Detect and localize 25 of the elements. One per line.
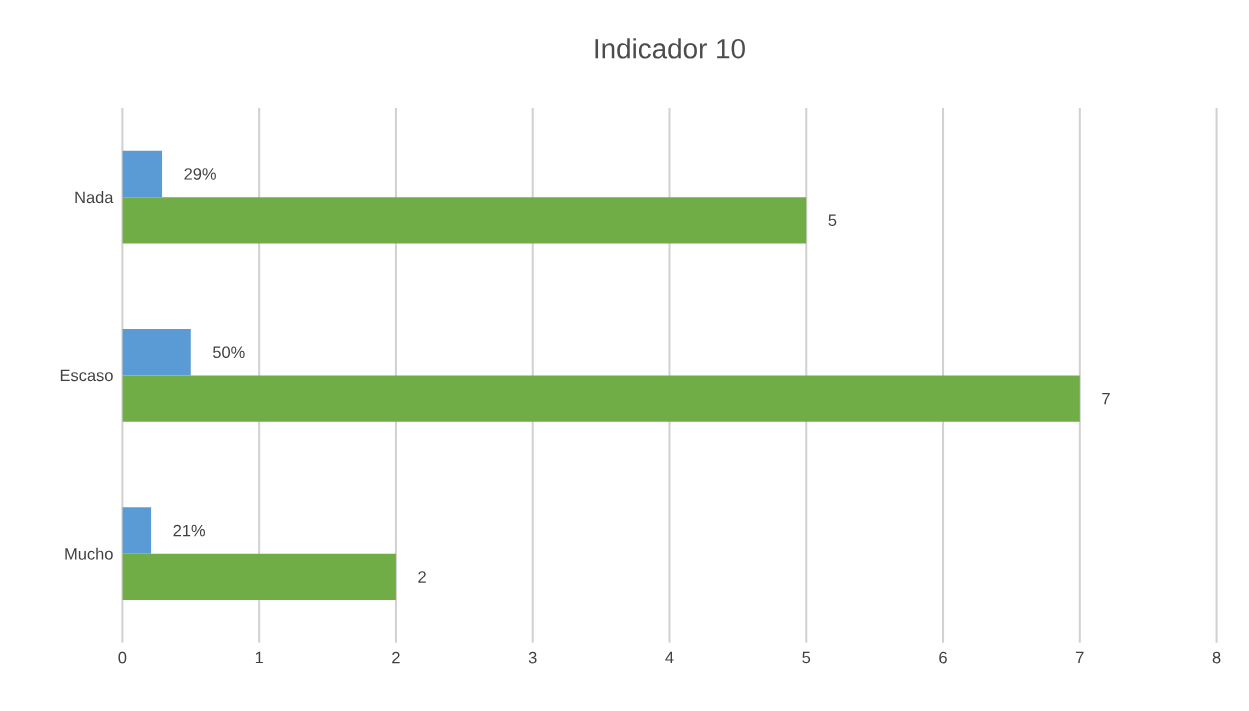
- data-label: 50%: [213, 346, 245, 358]
- x-tick-label: 3: [528, 651, 537, 664]
- data-label: 5: [828, 214, 837, 226]
- data-label: 29%: [184, 168, 216, 180]
- chart-title: Indicador 10: [595, 38, 745, 59]
- y-tick-label: Mucho: [65, 547, 113, 560]
- bar: [122, 328, 191, 376]
- data-label: 2: [418, 571, 426, 583]
- bar: [122, 553, 396, 600]
- y-tick-label: Nada: [75, 191, 114, 204]
- y-tick-label: Escaso: [60, 369, 113, 382]
- x-tick-label: 0: [118, 651, 127, 664]
- x-tick-label: 2: [392, 651, 400, 664]
- x-tick-label: 4: [665, 651, 674, 663]
- data-label: 7: [1102, 392, 1110, 405]
- bar: [122, 197, 807, 244]
- bar: [122, 150, 163, 198]
- x-tick-label: 6: [939, 651, 947, 664]
- data-label: 21%: [173, 524, 205, 537]
- x-tick-label: 1: [255, 651, 263, 663]
- x-tick-label: 7: [1076, 651, 1084, 663]
- bar: [122, 375, 1080, 422]
- bar: [122, 507, 152, 554]
- x-tick-label: 5: [802, 651, 811, 664]
- x-tick-label: 8: [1212, 651, 1221, 664]
